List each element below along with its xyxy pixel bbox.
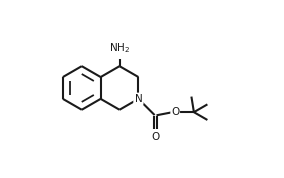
Text: O: O — [171, 107, 179, 117]
Text: NH$_2$: NH$_2$ — [109, 41, 130, 55]
Text: O: O — [151, 132, 160, 142]
Text: N: N — [135, 94, 142, 104]
